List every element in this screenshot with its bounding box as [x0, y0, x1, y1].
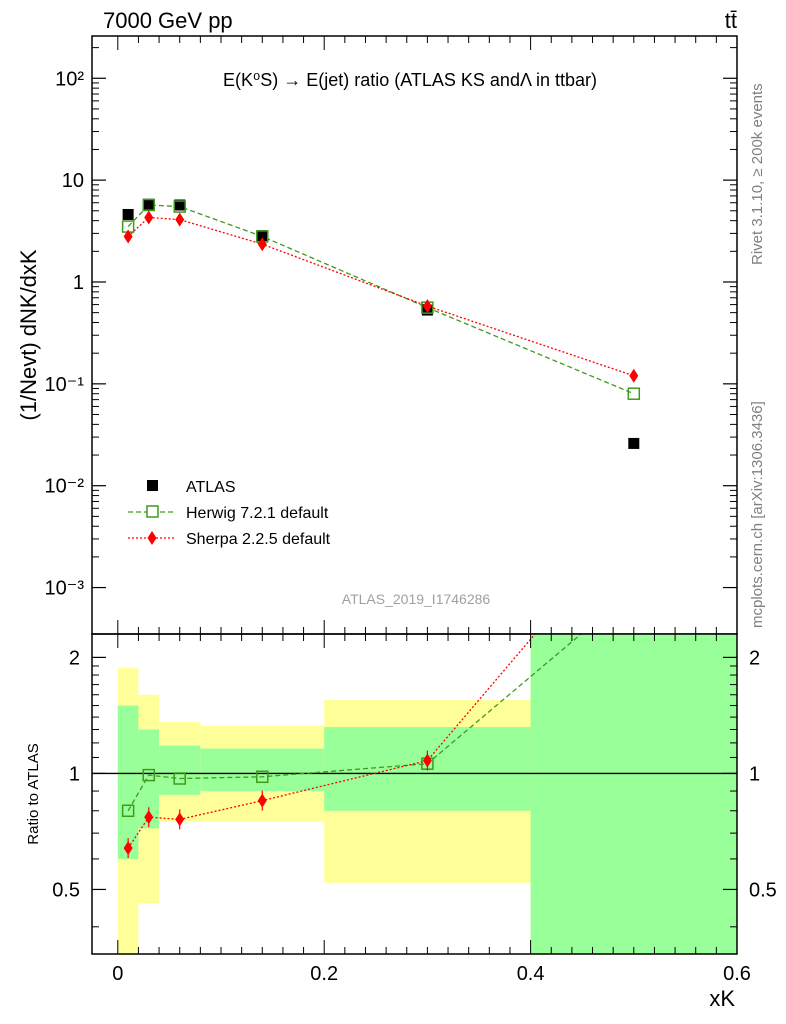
- sherpa-ratio-point: [422, 753, 432, 768]
- ratio-panel-data: [92, 511, 737, 954]
- legend-sherpa-label: Sherpa 2.2.5 default: [186, 531, 331, 548]
- analysis-id-label: ATLAS_2019_I1746286: [342, 591, 491, 607]
- main-plot-title: E(K⁰S) → E(jet) ratio (ATLAS KS andΛ in …: [223, 70, 597, 90]
- ratio-band-green: [138, 729, 160, 829]
- main-panel-ticks: 10⁻³ 10⁻² 10⁻¹ 1 10 10²: [45, 36, 738, 634]
- atlas-main-point: [122, 208, 134, 220]
- ratio-y-tick-label-left: 2: [69, 647, 80, 669]
- atlas-main-point: [143, 198, 155, 210]
- x-tick-label: 0.6: [723, 963, 751, 985]
- main-y-tick-label: 10⁻²: [45, 476, 85, 498]
- x-tick-label: 0.2: [310, 963, 338, 985]
- legend-herwig-label: Herwig 7.2.1 default: [186, 505, 329, 522]
- herwig-main-point: [627, 387, 641, 400]
- ratio-y-axis-label: Ratio to ATLAS: [25, 743, 42, 844]
- herwig-ratio-point: [121, 804, 135, 818]
- main-panel: 10⁻³ 10⁻² 10⁻¹ 1 10 10² E(K⁰S) → E(jet) ratio…: [16, 35, 738, 635]
- main-panel-data: [121, 198, 641, 449]
- process-label: tt̄: [725, 8, 737, 33]
- ratio-y-tick-label-right: 0.5: [749, 879, 777, 901]
- main-y-tick-label: 10²: [55, 68, 84, 90]
- legend-atlas-label: ATLAS: [186, 479, 236, 496]
- energy-label: 7000 GeV pp: [103, 8, 233, 33]
- sherpa-main-point: [422, 299, 432, 314]
- ratio-band-green: [117, 705, 139, 859]
- mcplots-credit-label: mcplots.cern.ch [arXiv:1306.3436]: [749, 401, 766, 628]
- ratio-y-tick-label-left: 1: [69, 763, 80, 785]
- sherpa-ratio-point: [175, 812, 185, 827]
- ratio-y-tick-label-right: 2: [749, 647, 760, 669]
- legend: ATLAS Herwig 7.2.1 default Sherpa 2.2.5 …: [128, 479, 331, 548]
- sherpa-ratio-point: [144, 810, 154, 825]
- ratio-band-green: [200, 748, 325, 792]
- main-y-tick-label: 10⁻³: [45, 578, 85, 600]
- atlas-main-point: [174, 199, 186, 211]
- sherpa-main-point: [144, 210, 154, 225]
- sherpa-main-point: [629, 368, 639, 383]
- ratio-panel-frame: [91, 633, 738, 955]
- atlas-main-point: [256, 230, 268, 242]
- herwig-ratio-point: [173, 772, 186, 785]
- main-y-axis-label: (1/Nevt) dNK/dxK: [16, 249, 41, 420]
- x-tick-label: 0: [112, 963, 123, 985]
- herwig-ratio-point: [628, 584, 639, 595]
- ratio-y-tick-label-right: 1: [749, 763, 760, 785]
- legend-sherpa-marker: [147, 531, 157, 545]
- sherpa-main-point: [175, 212, 185, 227]
- sherpa-ratio-point: [257, 793, 267, 808]
- ratio-band-green: [530, 634, 737, 954]
- herwig-main-point: [173, 200, 186, 213]
- main-y-tick-label: 10: [62, 170, 84, 192]
- x-axis-label: xK: [709, 986, 735, 1011]
- rivet-version-label: Rivet 3.1.10, ≥ 200k events: [749, 83, 766, 265]
- ratio-y-tick-label-left: 0.5: [52, 879, 80, 901]
- ratio-panel-ticks: 0.5 0.5 1 1 2 2 0 0.2 0.4 0.6: [52, 634, 777, 985]
- sherpa-ratio-point: [123, 841, 133, 856]
- legend-atlas-marker: [147, 480, 158, 491]
- main-y-tick-label: 1: [73, 272, 84, 294]
- ratio-panel: 0.5 0.5 1 1 2 2 0 0.2 0.4 0.6 Ratio to ATLAS xK: [25, 511, 777, 1011]
- atlas-main-point: [628, 437, 640, 449]
- herwig-ratio-point: [256, 770, 269, 784]
- herwig-ratio-point: [142, 768, 156, 782]
- legend-herwig-marker: [146, 505, 159, 518]
- sherpa-ratio-point: [629, 511, 638, 525]
- ratio-band-green: [159, 745, 201, 795]
- x-tick-label: 0.4: [517, 963, 545, 985]
- main-y-tick-label: 10⁻¹: [45, 374, 85, 396]
- sherpa-main-point: [257, 237, 267, 252]
- herwig-main-line: [127, 204, 635, 395]
- sherpa-main-point: [123, 229, 133, 244]
- sherpa-main-line: [127, 216, 635, 377]
